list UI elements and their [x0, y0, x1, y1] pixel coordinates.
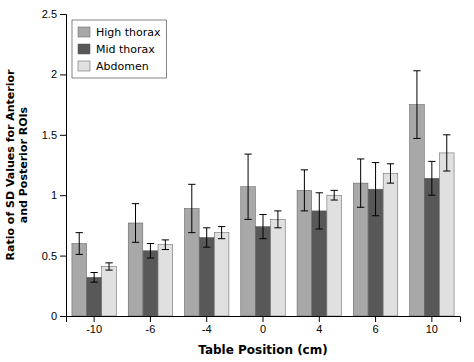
tick-mark — [94, 316, 95, 322]
legend-label: Mid thorax — [96, 43, 155, 56]
legend-item: High thorax — [78, 26, 161, 39]
error-bar — [244, 154, 251, 219]
error-bar — [413, 71, 420, 139]
tick: 2 — [51, 68, 66, 80]
tick: 6 — [373, 316, 379, 335]
legend-swatch — [78, 61, 90, 71]
bar — [214, 233, 229, 316]
bar — [158, 245, 173, 316]
tick: -10 — [86, 316, 102, 335]
tick: 2.5 — [42, 8, 66, 20]
bar — [256, 227, 271, 316]
error-bars — [105, 135, 450, 270]
error-bar — [357, 159, 364, 207]
tick-mark — [60, 74, 66, 75]
legend: High thorax Mid thorax Abdomen — [72, 20, 167, 78]
tick-mark — [60, 14, 66, 15]
bar — [271, 219, 286, 316]
tick-mark — [150, 316, 151, 322]
tick-mark — [60, 256, 66, 257]
bar — [199, 237, 214, 316]
tick-label: 10 — [426, 323, 438, 335]
tick-mark — [60, 195, 66, 196]
tick-mark — [60, 316, 66, 317]
tick-label: 2.5 — [42, 8, 57, 20]
error-bar — [105, 263, 112, 270]
error-bar — [428, 161, 435, 195]
x-axis: -10 -6 -4 0 4 6 10 — [67, 316, 461, 335]
legend-label: High thorax — [96, 26, 161, 39]
series — [102, 135, 454, 316]
y-axis: 0 0.5 1 1.5 2 2.5 — [42, 8, 67, 322]
error-bar — [372, 163, 379, 216]
tick-mark — [60, 135, 66, 136]
error-bar — [203, 228, 210, 247]
tick-label: 0 — [260, 323, 266, 335]
y-axis-title-line: Ratio of SD Values for Anterior — [4, 69, 17, 261]
tick-label: 0.5 — [42, 250, 57, 262]
tick-label: 1 — [51, 189, 57, 201]
error-bar — [132, 204, 139, 243]
tick: 4 — [316, 316, 322, 335]
legend-item: Mid thorax — [78, 43, 155, 56]
tick: -6 — [146, 316, 156, 335]
error-bar — [387, 164, 394, 183]
bar — [102, 266, 117, 316]
error-bar — [443, 135, 450, 171]
series — [72, 71, 424, 316]
error-bar — [301, 170, 308, 211]
bar — [439, 153, 454, 316]
tick: 0 — [260, 316, 266, 335]
error-bar — [218, 227, 225, 239]
tick-label: 1.5 — [42, 129, 57, 141]
tick-label: 2 — [51, 68, 57, 80]
bar — [143, 251, 158, 316]
series — [87, 161, 439, 316]
tick-label: 0 — [51, 310, 57, 322]
marks — [72, 71, 454, 316]
tick-label: -6 — [146, 323, 156, 335]
tick: 1.5 — [42, 129, 66, 141]
error-bar — [90, 273, 97, 283]
legend-frame — [72, 20, 167, 78]
tick-label: 6 — [373, 323, 379, 335]
plot: -10 -6 -4 0 4 6 10 0 0.5 1 1.5 2 2.5 Table Position (… — [4, 8, 461, 357]
bar — [87, 277, 102, 316]
error-bar — [188, 184, 195, 232]
bar — [327, 195, 342, 316]
tick-mark — [431, 316, 432, 322]
error-bar — [162, 240, 169, 250]
error-bar — [259, 215, 266, 239]
error-bar — [274, 211, 281, 228]
legend-item: Abdomen — [78, 60, 149, 73]
y-axis-title: Ratio of SD Values for Anteriorand Poste… — [4, 69, 30, 261]
tick-label: 4 — [316, 323, 322, 335]
bar — [383, 173, 398, 316]
error-bar — [147, 244, 154, 258]
tick: -4 — [202, 316, 212, 335]
tick-label: -10 — [86, 323, 102, 335]
tick: 1 — [51, 189, 66, 201]
axis-line — [60, 15, 67, 317]
error-bar — [316, 193, 323, 229]
legend-swatch — [78, 44, 90, 54]
tick: 10 — [426, 316, 438, 335]
tick-mark — [375, 316, 376, 322]
axis-line — [67, 317, 461, 323]
tick-label: -4 — [202, 323, 212, 335]
tick-mark — [319, 316, 320, 322]
y-axis-title-line: and Posterior ROIs — [17, 106, 30, 223]
error-bar — [76, 233, 83, 255]
bar — [425, 178, 440, 316]
tick: 0.5 — [42, 250, 66, 262]
chart: -10 -6 -4 0 4 6 10 0 0.5 1 1.5 2 2.5 Table Position (… — [0, 0, 474, 362]
legend-label: Abdomen — [96, 60, 149, 73]
tick-mark — [206, 316, 207, 322]
tick: 0 — [51, 310, 66, 322]
error-bar — [331, 190, 338, 200]
tick-mark — [263, 316, 264, 322]
legend-swatch — [78, 27, 90, 37]
x-axis-title: Table Position (cm) — [198, 343, 327, 357]
